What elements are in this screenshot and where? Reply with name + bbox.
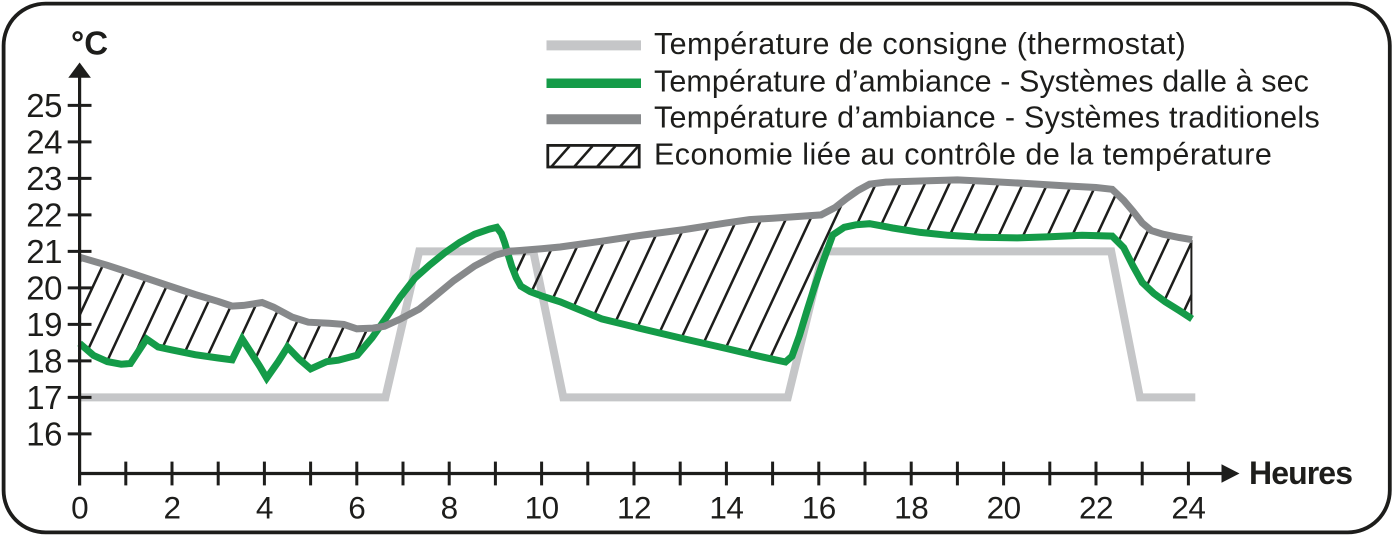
svg-text:10: 10 [525,490,559,526]
svg-text:23: 23 [26,160,62,197]
svg-text:2: 2 [163,490,180,526]
svg-text:16: 16 [802,490,836,526]
svg-text:Economie liée au contrôle de l: Economie liée au contrôle de la températ… [654,138,1272,172]
svg-text:18: 18 [894,490,928,526]
svg-text:22: 22 [26,196,62,233]
svg-text:17: 17 [26,379,62,416]
svg-text:25: 25 [26,87,62,124]
svg-text:22: 22 [1079,490,1113,526]
svg-text:6: 6 [348,490,365,526]
svg-text:Température d’ambiance - Systè: Température d’ambiance - Systèmes dalle … [654,65,1309,99]
svg-text:4: 4 [256,490,273,526]
svg-text:Heures: Heures [1249,455,1352,491]
svg-text:20: 20 [987,490,1021,526]
svg-text:8: 8 [441,490,458,526]
svg-text:18: 18 [26,342,62,379]
svg-text:19: 19 [26,306,62,343]
svg-text:Température d’ambiance - Systè: Température d’ambiance - Systèmes tradit… [654,101,1320,135]
svg-text:12: 12 [617,490,651,526]
svg-text:21: 21 [26,233,62,270]
svg-text:°C: °C [71,25,108,62]
svg-text:24: 24 [26,123,62,160]
svg-text:14: 14 [709,490,743,526]
svg-text:24: 24 [1171,490,1205,526]
svg-text:20: 20 [26,269,62,306]
svg-text:Température de consigne (therm: Température de consigne (thermostat) [654,27,1186,61]
svg-text:0: 0 [71,490,88,526]
svg-text:16: 16 [26,415,62,452]
